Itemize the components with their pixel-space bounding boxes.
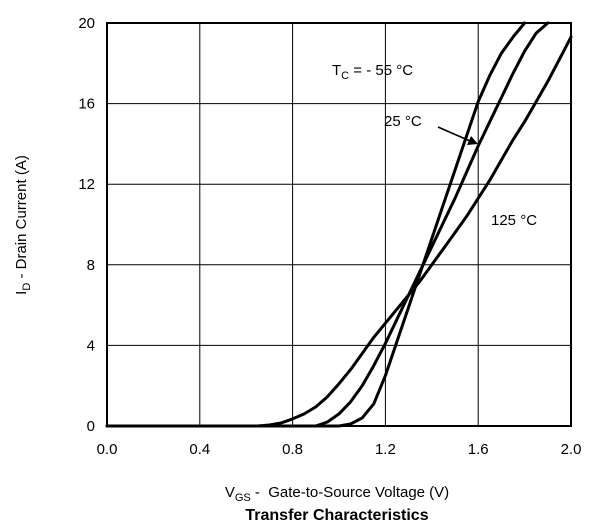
y-tick-label: 0 xyxy=(87,418,95,435)
annotation-arrow xyxy=(437,126,471,142)
series-line-125c xyxy=(105,35,573,428)
y-tick-label: 8 xyxy=(87,257,95,274)
x-tick-label: 0.4 xyxy=(189,441,210,458)
series-layer xyxy=(105,21,573,428)
x-axis-title: VGS - Gate-to-Source Voltage (V) xyxy=(225,484,449,504)
annotation-arrowhead xyxy=(467,136,478,145)
annotation-tc-minus-55: TC = - 55 °C xyxy=(332,62,413,82)
plot-frame xyxy=(106,22,572,427)
chart-title: Transfer Characteristics xyxy=(245,507,428,524)
x-tick-label: 2.0 xyxy=(561,441,582,458)
y-axis-ticks: 0 4 8 12 16 20 xyxy=(78,15,95,435)
y-tick-label: 12 xyxy=(78,176,95,193)
x-tick-label: 1.6 xyxy=(468,441,489,458)
x-tick-label: 0.0 xyxy=(97,441,118,458)
series-line-25c xyxy=(105,21,550,428)
x-tick-label: 1.2 xyxy=(375,441,396,458)
x-tick-label: 0.8 xyxy=(282,441,303,458)
y-tick-label: 4 xyxy=(87,337,95,354)
y-tick-label: 20 xyxy=(78,15,95,32)
y-tick-label: 16 xyxy=(78,96,95,113)
y-axis-title: ID - Drain Current (A) xyxy=(13,155,33,295)
x-axis-ticks: 0.0 0.4 0.8 1.2 1.6 2.0 xyxy=(97,441,582,458)
annotation-125c: 125 °C xyxy=(491,212,537,229)
annotation-25c: 25 °C xyxy=(384,113,422,130)
